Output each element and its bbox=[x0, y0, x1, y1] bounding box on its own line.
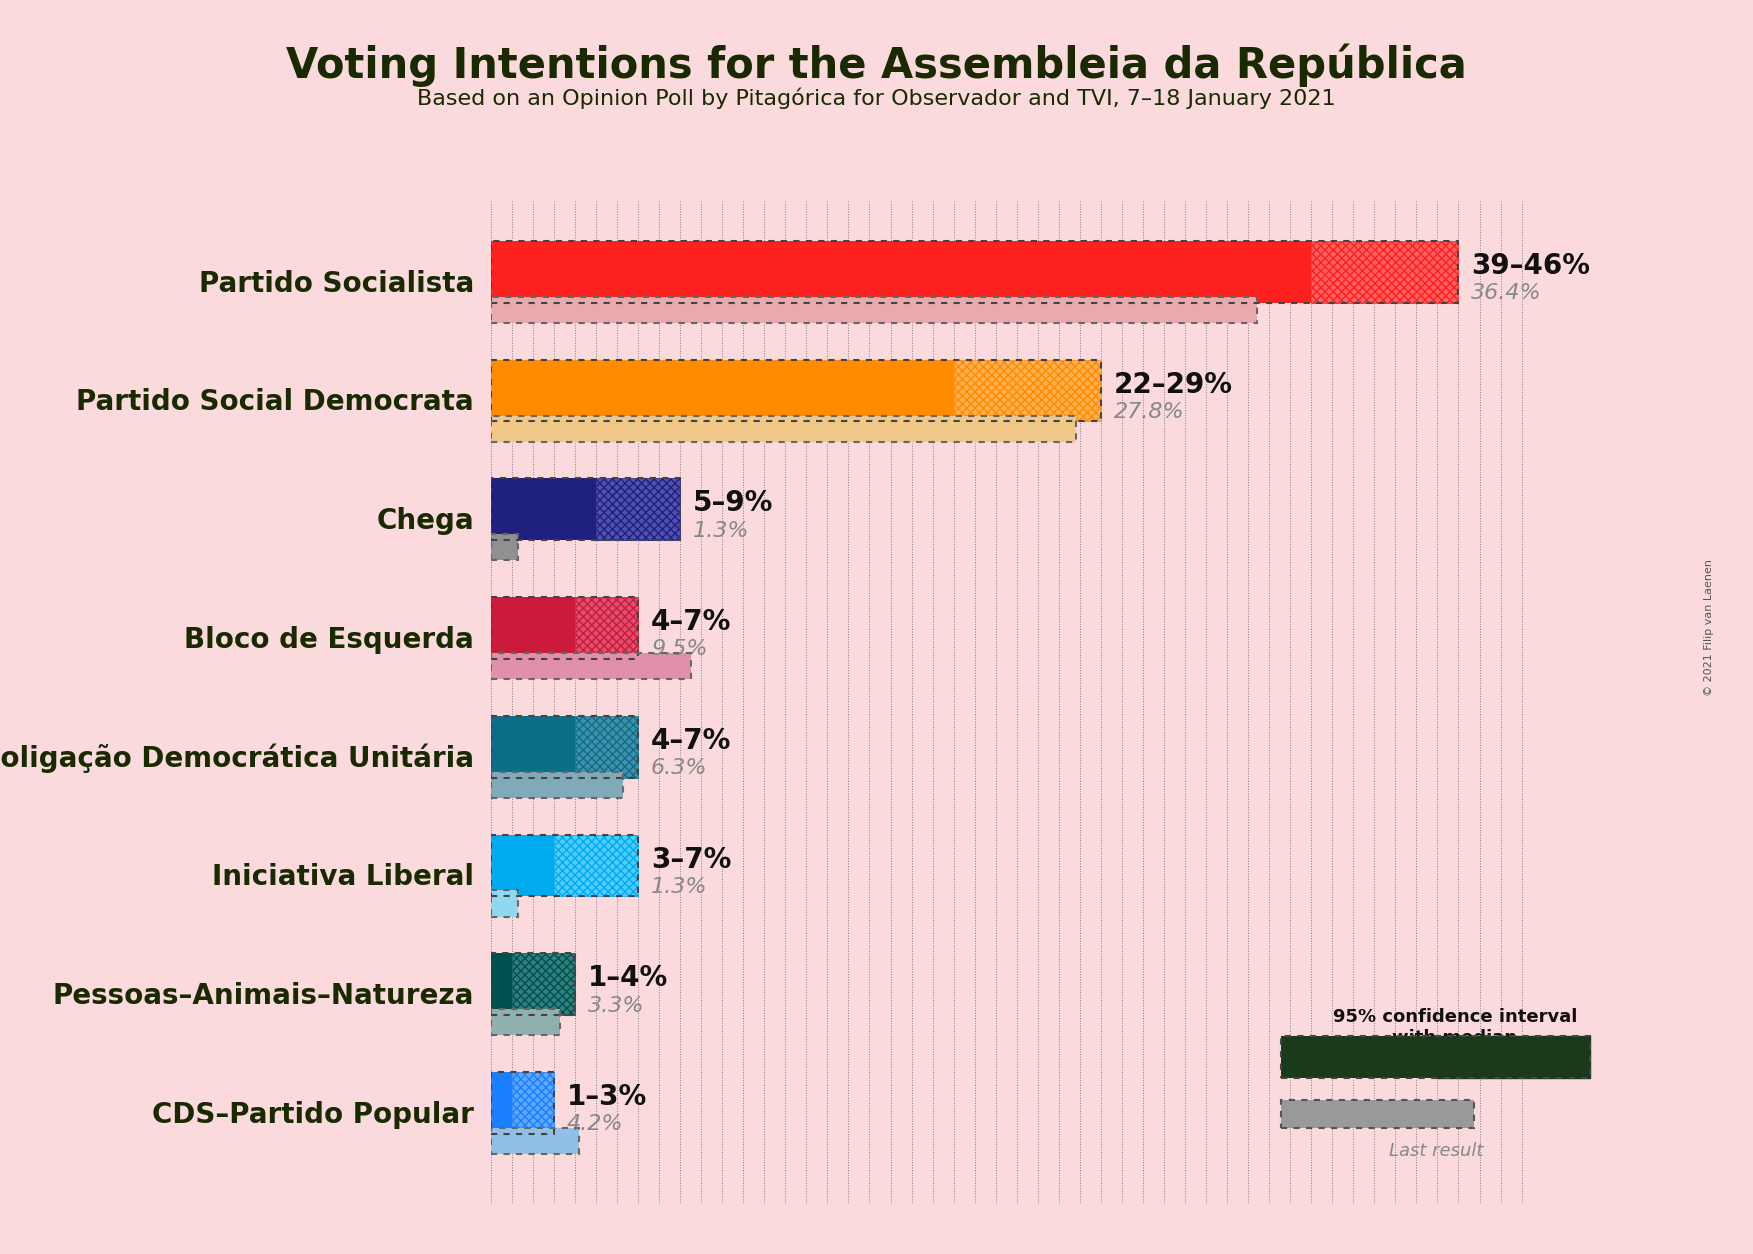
Text: 27.8%: 27.8% bbox=[1113, 403, 1183, 421]
Text: © 2021 Filip van Laenen: © 2021 Filip van Laenen bbox=[1704, 558, 1714, 696]
Text: 4–7%: 4–7% bbox=[650, 727, 731, 755]
Bar bbox=[491, 479, 596, 540]
Bar bbox=[575, 597, 638, 658]
Bar bbox=[512, 953, 575, 1014]
Text: Partido Social Democrata: Partido Social Democrata bbox=[77, 389, 473, 416]
Text: 1.3%: 1.3% bbox=[692, 520, 749, 540]
Bar bbox=[596, 479, 680, 540]
Bar bbox=[491, 1009, 561, 1036]
Bar bbox=[491, 297, 1257, 324]
Bar bbox=[491, 653, 691, 680]
Bar bbox=[491, 597, 575, 658]
Text: 39–46%: 39–46% bbox=[1471, 252, 1590, 280]
Bar bbox=[491, 890, 519, 917]
Bar bbox=[1311, 241, 1458, 302]
Bar bbox=[491, 534, 519, 561]
Bar bbox=[491, 415, 1076, 441]
Bar bbox=[491, 953, 512, 1014]
Bar bbox=[491, 653, 691, 680]
Text: Iniciativa Liberal: Iniciativa Liberal bbox=[212, 863, 473, 892]
Bar bbox=[491, 771, 624, 798]
Bar bbox=[491, 534, 519, 561]
Text: 1–3%: 1–3% bbox=[566, 1083, 647, 1111]
Bar bbox=[491, 1127, 578, 1154]
Bar bbox=[491, 953, 575, 1014]
Bar bbox=[1281, 1100, 1474, 1127]
Bar bbox=[491, 360, 954, 421]
Bar bbox=[491, 890, 519, 917]
Bar bbox=[491, 241, 1458, 302]
Bar bbox=[954, 360, 1101, 421]
Bar bbox=[491, 1127, 578, 1154]
Bar bbox=[491, 1009, 561, 1036]
Bar bbox=[491, 835, 554, 897]
Text: 4.2%: 4.2% bbox=[566, 1115, 622, 1135]
Text: 3–7%: 3–7% bbox=[650, 845, 731, 874]
Bar bbox=[512, 1072, 554, 1134]
Bar bbox=[554, 835, 638, 897]
Text: 3.3%: 3.3% bbox=[587, 996, 643, 1016]
Text: Based on an Opinion Poll by Pitagórica for Observador and TVI, 7–18 January 2021: Based on an Opinion Poll by Pitagórica f… bbox=[417, 88, 1336, 109]
Bar bbox=[1436, 1036, 1590, 1078]
Text: 9.5%: 9.5% bbox=[650, 640, 706, 660]
Bar bbox=[491, 1072, 512, 1134]
Bar bbox=[1281, 1036, 1590, 1078]
Text: 1–4%: 1–4% bbox=[587, 964, 668, 992]
Text: Chega: Chega bbox=[377, 507, 473, 535]
Bar bbox=[491, 771, 624, 798]
Bar bbox=[491, 835, 638, 897]
Text: 36.4%: 36.4% bbox=[1471, 283, 1541, 303]
Text: Coligação Democrática Unitária: Coligação Democrática Unitária bbox=[0, 744, 473, 774]
Bar bbox=[491, 1072, 554, 1134]
Bar bbox=[491, 479, 680, 540]
Text: 95% confidence interval
with median: 95% confidence interval with median bbox=[1332, 1008, 1578, 1047]
Text: Voting Intentions for the Assembleia da República: Voting Intentions for the Assembleia da … bbox=[286, 44, 1467, 88]
Text: 6.3%: 6.3% bbox=[650, 759, 706, 779]
Bar bbox=[491, 415, 1076, 441]
Bar bbox=[491, 241, 1311, 302]
Text: Bloco de Esquerda: Bloco de Esquerda bbox=[184, 626, 473, 653]
Bar bbox=[491, 597, 638, 658]
Text: CDS–Partido Popular: CDS–Partido Popular bbox=[153, 1101, 473, 1129]
Text: Pessoas–Animais–Natureza: Pessoas–Animais–Natureza bbox=[53, 982, 473, 1009]
Text: 4–7%: 4–7% bbox=[650, 608, 731, 636]
Text: Last result: Last result bbox=[1388, 1141, 1483, 1160]
Bar bbox=[491, 360, 1101, 421]
Text: 22–29%: 22–29% bbox=[1113, 371, 1232, 399]
Bar bbox=[491, 297, 1257, 324]
Text: 5–9%: 5–9% bbox=[692, 489, 773, 518]
Bar bbox=[1281, 1036, 1436, 1078]
Text: Partido Socialista: Partido Socialista bbox=[198, 270, 473, 297]
Text: 1.3%: 1.3% bbox=[650, 877, 706, 897]
Bar bbox=[491, 716, 575, 777]
Bar bbox=[575, 716, 638, 777]
Bar bbox=[491, 716, 638, 777]
